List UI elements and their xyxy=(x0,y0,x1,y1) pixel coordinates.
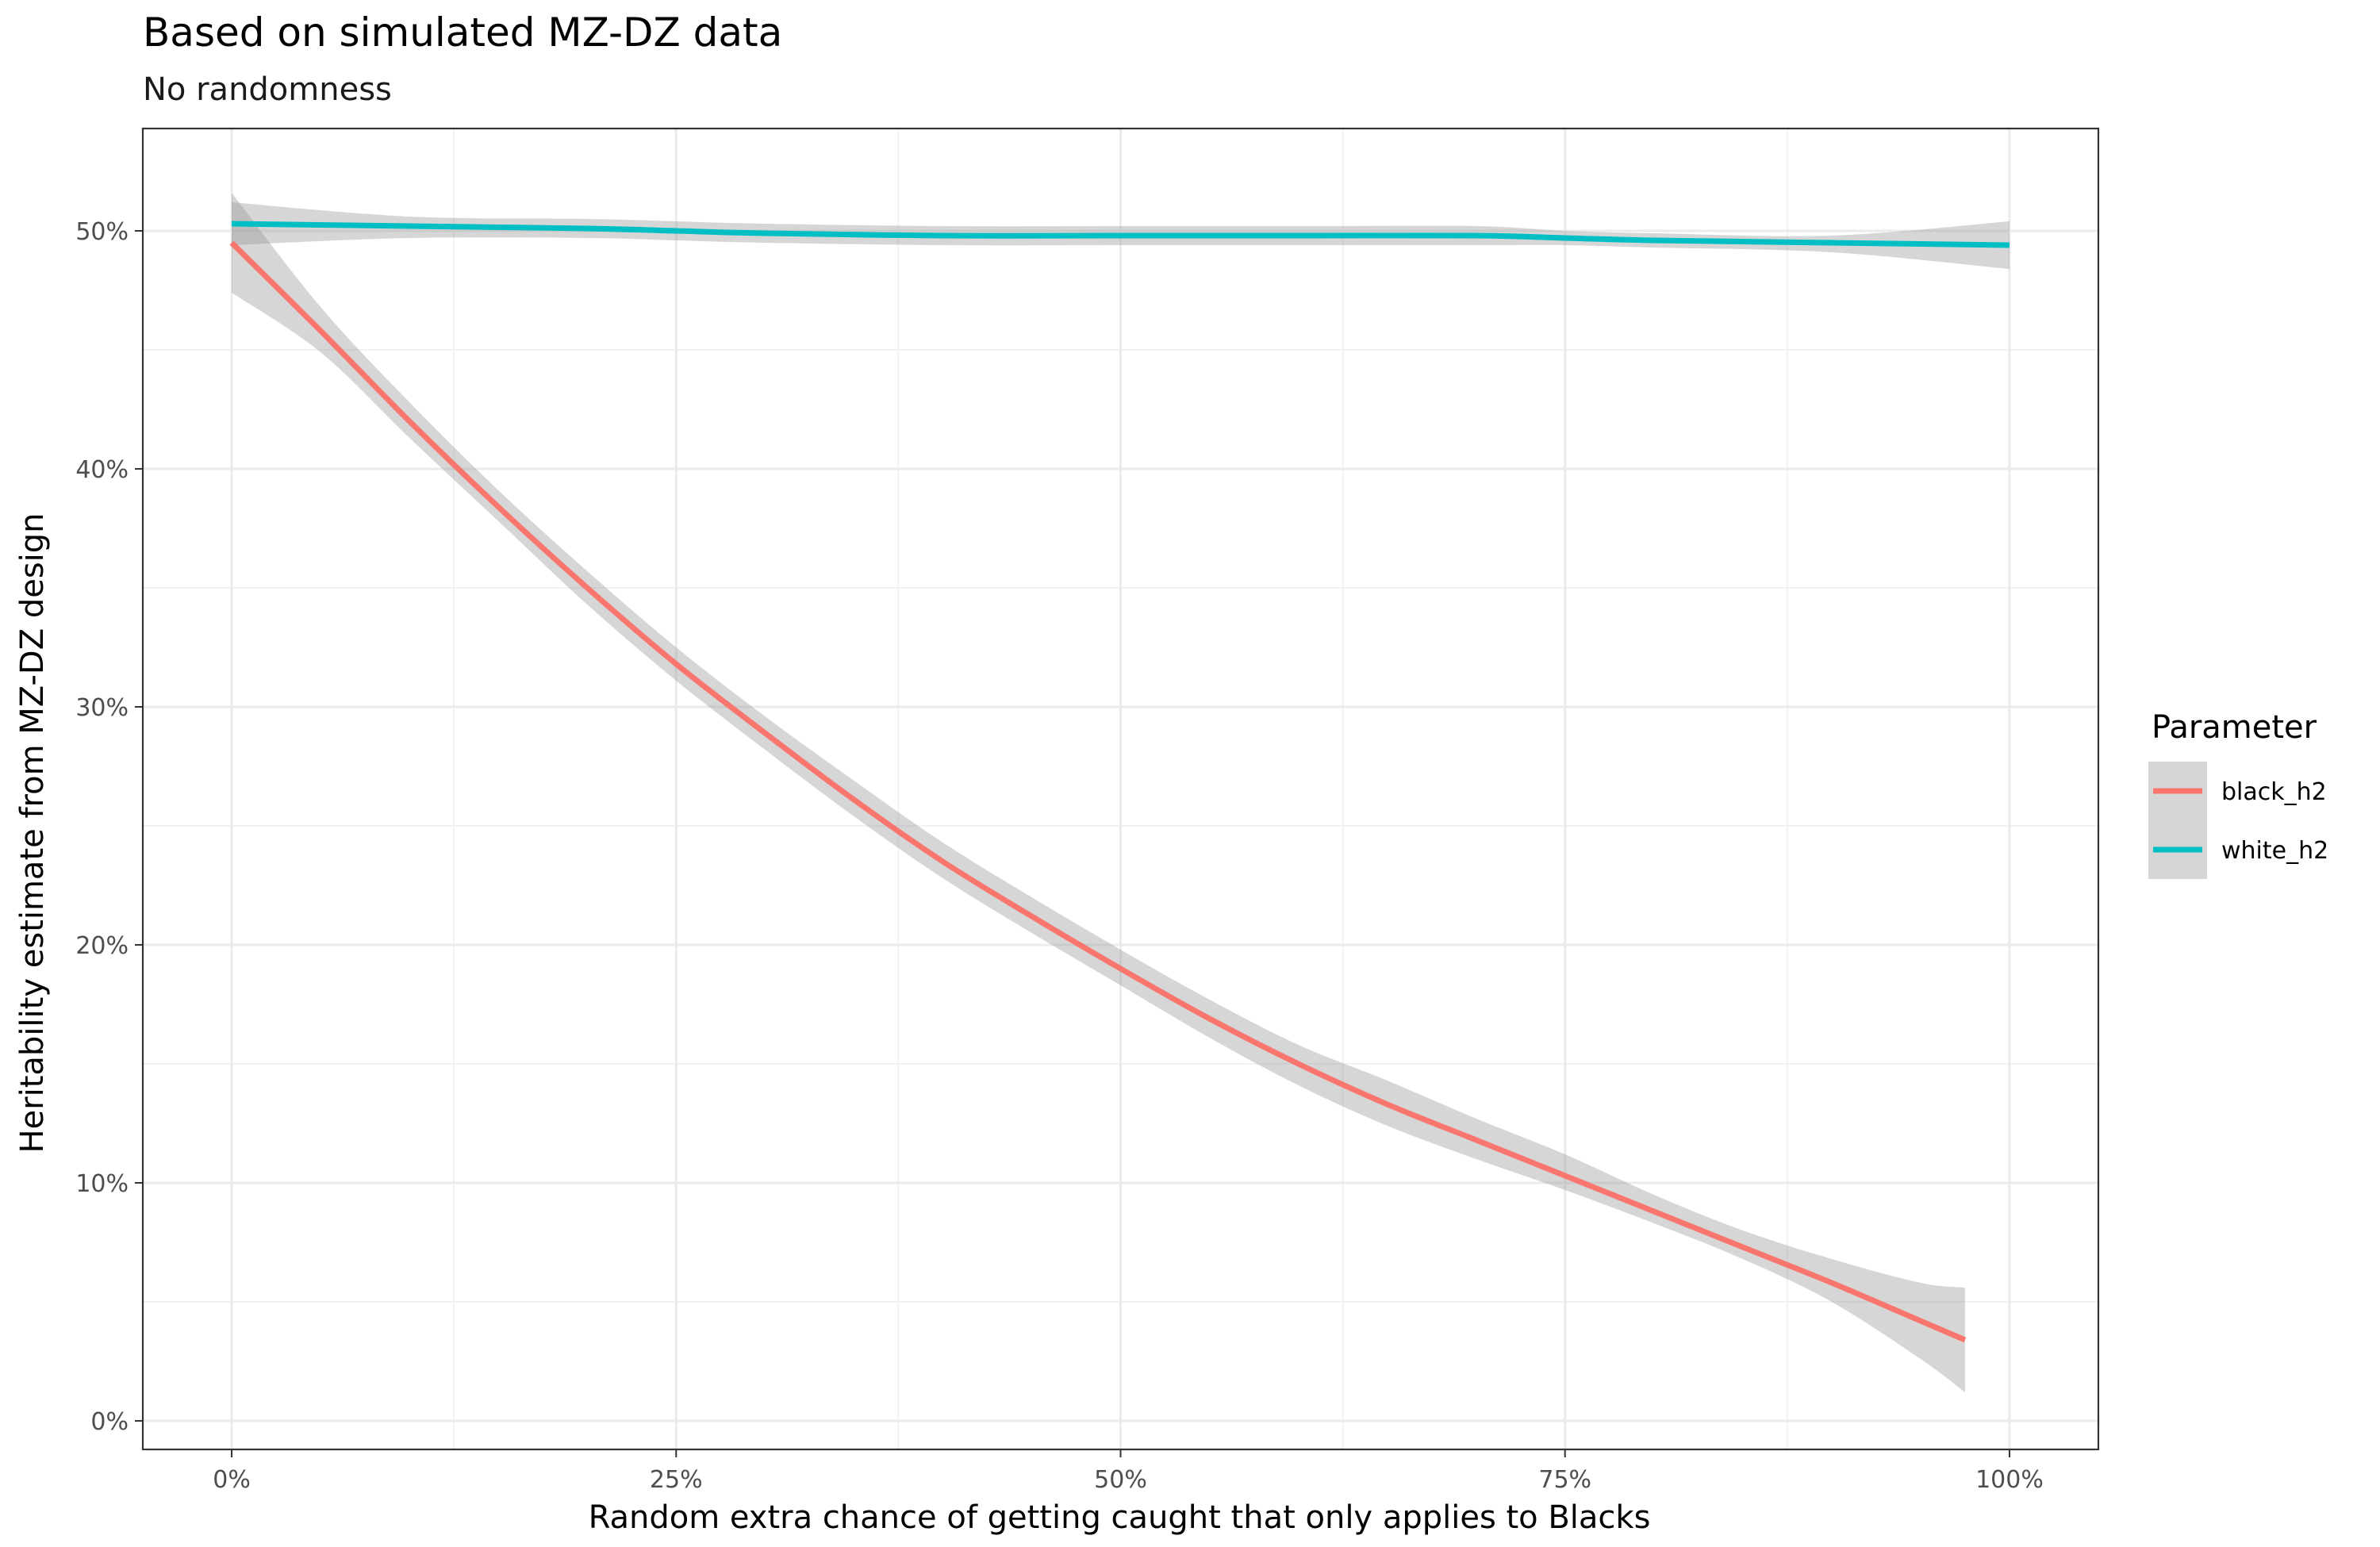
chart-title: Based on simulated MZ-DZ data xyxy=(143,10,782,56)
x-tick-label: 50% xyxy=(1094,1466,1147,1494)
x-tick-label: 100% xyxy=(1975,1466,2044,1494)
line-black_h2 xyxy=(229,240,1967,1343)
x-axis-label: Random extra chance of getting caught th… xyxy=(589,1499,1651,1536)
legend-label-white_h2: white_h2 xyxy=(2221,837,2328,865)
y-tick-label: 50% xyxy=(75,218,129,246)
y-axis-label: Heritability estimate from MZ-DZ design xyxy=(14,512,51,1153)
x-axis: 0% 25% 50% 75% 100% xyxy=(213,1449,2044,1494)
y-tick-label: 30% xyxy=(75,694,129,722)
x-tick-label: 25% xyxy=(650,1466,703,1494)
line-white_h2 xyxy=(231,221,2010,248)
legend-title: Parameter xyxy=(2152,709,2317,746)
y-tick-label: 20% xyxy=(75,932,129,960)
x-tick-label: 0% xyxy=(213,1466,251,1494)
legend: Parameter black_h2 white_h2 xyxy=(2148,709,2328,879)
y-tick-label: 0% xyxy=(90,1408,129,1436)
y-tick-label: 40% xyxy=(75,456,129,484)
y-axis: 0% 10% 20% 30% 40% 50% xyxy=(75,218,143,1436)
major-gridlines xyxy=(143,129,2098,1449)
x-tick-label: 75% xyxy=(1538,1466,1591,1494)
chart-subtitle: No randomness xyxy=(143,71,392,108)
ci-band-black_h2 xyxy=(232,193,1965,1392)
legend-label-black_h2: black_h2 xyxy=(2221,778,2327,806)
series-lines xyxy=(229,221,2010,1343)
y-tick-label: 10% xyxy=(75,1170,129,1198)
